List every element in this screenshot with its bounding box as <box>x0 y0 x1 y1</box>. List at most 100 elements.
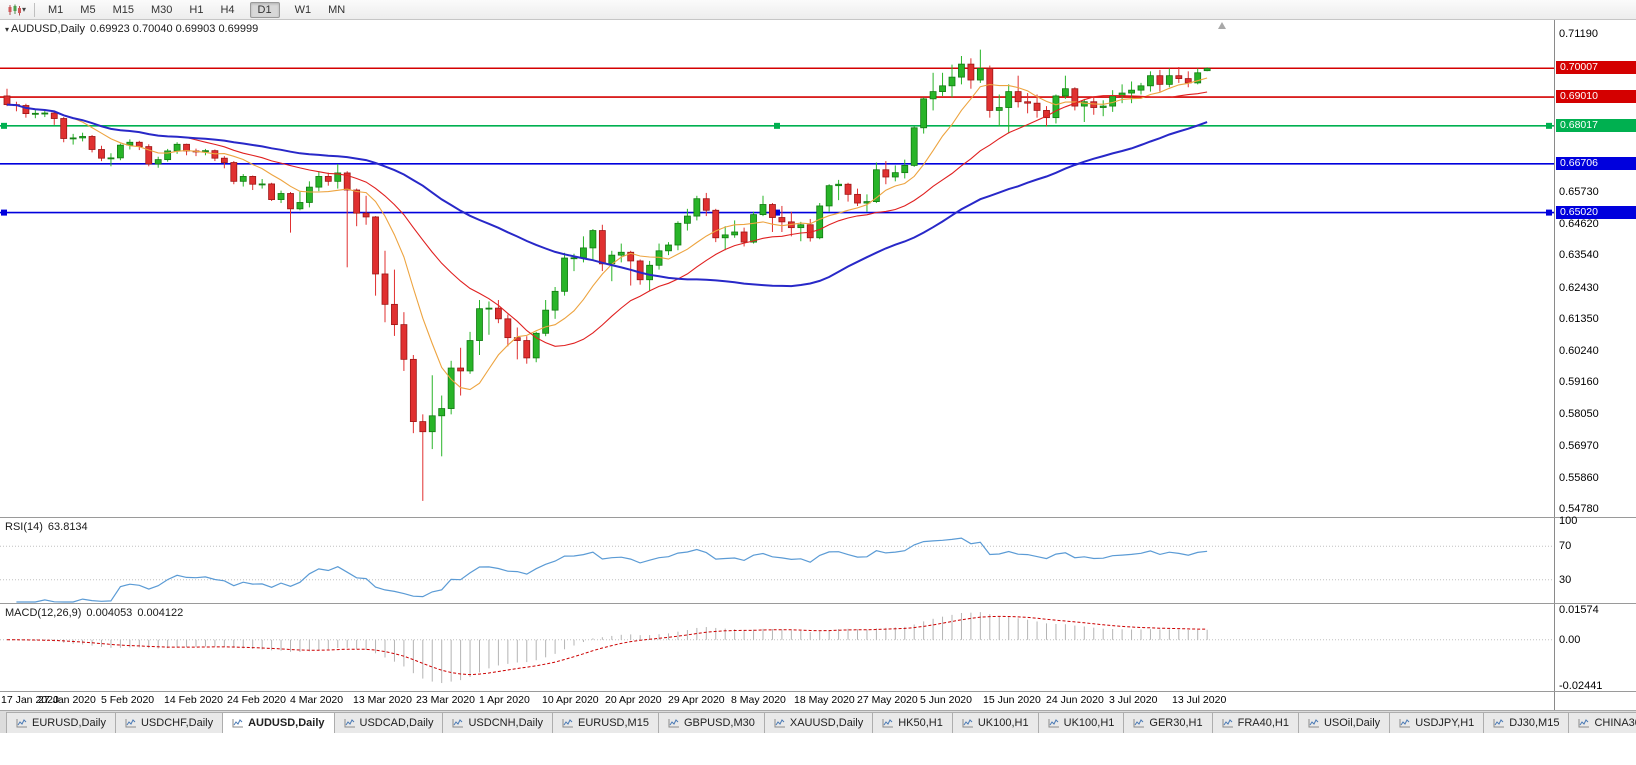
candle[interactable] <box>3 88 11 107</box>
timeframe-button-m1[interactable]: M1 <box>48 3 64 16</box>
tab-gbpusd-m30[interactable]: GBPUSD,M30 <box>657 712 765 733</box>
candle[interactable] <box>239 174 247 187</box>
candle[interactable] <box>1147 71 1154 92</box>
timeframe-button-d1[interactable]: D1 <box>249 1 280 18</box>
tab-usdcnh-daily[interactable]: USDCNH,Daily <box>442 712 554 733</box>
date-axis[interactable]: 17 Jan 2020 27 Jan 2020 5 Feb 2020 14 Feb 2… <box>0 692 1554 710</box>
candle[interactable] <box>655 243 663 270</box>
candle[interactable] <box>315 171 323 192</box>
rsi-plot-area[interactable]: RSI(14) 63.8134 <box>0 518 1554 603</box>
candle[interactable] <box>154 156 162 168</box>
candle[interactable] <box>1156 69 1164 92</box>
candle[interactable] <box>589 229 597 260</box>
ma-line-fast[interactable] <box>6 77 1208 391</box>
line-handle[interactable] <box>774 122 780 129</box>
candle[interactable] <box>797 221 805 242</box>
candle[interactable] <box>22 103 30 118</box>
candle[interactable] <box>920 97 928 134</box>
tab-usdjpy-h1[interactable]: USDJPY,H1 <box>1389 712 1485 733</box>
tab-audusd-daily[interactable]: AUDUSD,Daily <box>222 712 335 733</box>
candle[interactable] <box>1128 81 1135 104</box>
candle[interactable] <box>79 132 86 142</box>
candle[interactable] <box>296 191 304 211</box>
candle[interactable] <box>324 172 332 186</box>
candle[interactable] <box>1014 75 1022 108</box>
candle[interactable] <box>882 161 890 185</box>
candle[interactable] <box>60 117 68 143</box>
candle[interactable] <box>135 140 143 151</box>
candle[interactable] <box>873 162 880 204</box>
tab-eurusd-daily[interactable]: EURUSD,Daily <box>6 712 116 733</box>
candle[interactable] <box>362 195 370 225</box>
timeframe-button-mn[interactable]: MN <box>328 3 346 16</box>
candle[interactable] <box>400 312 408 371</box>
ma-line-mid[interactable] <box>6 91 1208 347</box>
candle[interactable] <box>995 94 1003 127</box>
candle[interactable] <box>617 243 625 263</box>
candle[interactable] <box>901 159 909 179</box>
rsi-axis[interactable]: 100 70 30 <box>1554 515 1636 603</box>
candle[interactable] <box>816 203 824 240</box>
macd-axis[interactable]: 0.01574 0.00 -0.02441 <box>1554 604 1636 692</box>
candle[interactable] <box>372 216 379 296</box>
candle[interactable] <box>750 211 757 244</box>
candle[interactable] <box>646 260 653 292</box>
candle[interactable] <box>939 72 946 96</box>
candle[interactable] <box>948 64 956 98</box>
tab-xauusd-daily[interactable]: XAUUSD,Daily <box>763 712 874 733</box>
candle[interactable] <box>1203 67 1211 72</box>
tab-eurusd-m15[interactable]: EURUSD,M15 <box>552 712 659 733</box>
candle[interactable] <box>513 327 521 360</box>
candle[interactable] <box>1052 94 1060 124</box>
line-handle[interactable] <box>1 209 7 216</box>
timeframe-button-h4[interactable]: H4 <box>220 3 235 16</box>
candle[interactable] <box>976 49 984 83</box>
candle[interactable] <box>438 395 446 457</box>
candle[interactable] <box>967 58 975 89</box>
macd-plot-area[interactable]: MACD(12,26,9) 0.004053 0.004122 <box>0 604 1554 691</box>
panel-divider[interactable] <box>0 603 1636 604</box>
candle[interactable] <box>778 205 786 232</box>
tab-usdchf-daily[interactable]: USDCHF,Daily <box>114 712 224 733</box>
candle[interactable] <box>192 148 200 157</box>
candle[interactable] <box>532 331 540 363</box>
candle[interactable] <box>268 182 276 202</box>
candle[interactable] <box>674 221 682 251</box>
candle[interactable] <box>684 208 691 231</box>
candle[interactable] <box>447 360 455 415</box>
chart-shift-marker[interactable] <box>1218 22 1226 29</box>
candle[interactable] <box>277 190 285 204</box>
candle[interactable] <box>1024 93 1031 114</box>
candle[interactable] <box>98 145 105 162</box>
tab-ger30-h1[interactable]: GER30,H1 <box>1123 712 1213 733</box>
price-axis[interactable]: 0.71190 0.65730 0.64620 0.63540 0.62430 0.613… <box>1554 20 1636 517</box>
candle[interactable] <box>891 165 899 182</box>
candle[interactable] <box>759 195 767 217</box>
candle[interactable] <box>50 111 58 125</box>
line-handle[interactable] <box>1 122 7 129</box>
candle[interactable] <box>107 153 115 167</box>
line-handle[interactable] <box>1546 209 1552 216</box>
candle[interactable] <box>287 192 294 233</box>
tab-fra40-h1[interactable]: FRA40,H1 <box>1211 712 1299 733</box>
candle[interactable] <box>117 143 124 161</box>
candle[interactable] <box>230 161 238 185</box>
candle[interactable] <box>1099 100 1107 117</box>
candle[interactable] <box>712 208 720 243</box>
candle[interactable] <box>220 156 228 169</box>
candle[interactable] <box>542 300 550 337</box>
candle[interactable] <box>466 331 474 374</box>
candle[interactable] <box>958 55 965 85</box>
candle[interactable] <box>409 355 417 434</box>
candle[interactable] <box>485 301 493 335</box>
chart-type-button[interactable]: ▾ <box>4 3 29 17</box>
candle[interactable] <box>825 184 833 212</box>
candle[interactable] <box>476 300 483 356</box>
candle[interactable] <box>1033 94 1041 118</box>
candle[interactable] <box>381 250 389 323</box>
candle[interactable] <box>419 414 427 501</box>
candle[interactable] <box>1109 90 1117 112</box>
timeframe-button-h1[interactable]: H1 <box>189 3 204 16</box>
candle[interactable] <box>164 148 172 162</box>
candle[interactable] <box>627 250 635 286</box>
